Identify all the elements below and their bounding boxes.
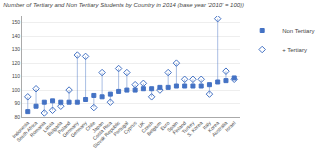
svg-text:120: 120 [12, 60, 21, 66]
svg-text:90: 90 [14, 100, 20, 106]
svg-text:Turkey: Turkey [180, 119, 195, 134]
svg-text:110: 110 [12, 73, 20, 79]
svg-text:Euro: Euro [159, 120, 171, 132]
svg-text:130: 130 [12, 46, 21, 52]
svg-text:Australia: Australia [210, 120, 228, 138]
svg-text:Bulgaria: Bulgaria [46, 120, 63, 137]
svg-text:Portugal: Portugal [112, 120, 129, 137]
svg-text:Spain: Spain [166, 120, 179, 133]
svg-text:Italy: Italy [201, 119, 212, 130]
svg-text:S. Korea: S. Korea [186, 120, 204, 138]
svg-text:Poland: Poland [56, 120, 71, 135]
svg-text:Romania: Romania [28, 120, 47, 139]
svg-text:Number of Tertiary and Non Ter: Number of Tertiary and Non Tertiary Stud… [3, 2, 244, 8]
svg-text:Slovak Republic: Slovak Republic [91, 119, 121, 149]
svg-text:140: 140 [12, 33, 21, 39]
svg-text:Japan: Japan [91, 120, 105, 134]
svg-text:Chile: Chile [84, 120, 96, 132]
svg-text:UK: UK [137, 119, 147, 129]
svg-text:Finland: Finland [171, 120, 187, 136]
svg-text:150: 150 [12, 19, 21, 25]
svg-text:Latvia: Latvia [41, 120, 55, 134]
svg-text:Germany: Germany [69, 119, 88, 138]
svg-text:Indonesia: Indonesia [11, 120, 31, 140]
svg-text:+ Tertiary: + Tertiary [282, 47, 307, 53]
svg-text:Non Tertiary: Non Tertiary [282, 28, 314, 34]
svg-text:Costa Rica: Costa Rica [91, 120, 113, 142]
svg-text:80: 80 [14, 114, 20, 120]
svg-text:South Africa: South Africa [15, 120, 38, 143]
svg-text:Cyprus: Cyprus [122, 119, 138, 135]
svg-text:Czech: Czech [140, 120, 154, 134]
svg-text:100: 100 [12, 87, 21, 93]
svg-text:Belgium: Belgium [145, 120, 162, 137]
svg-text:Germany: Germany [61, 119, 80, 138]
svg-text:Korea: Korea [206, 120, 220, 134]
svg-text:Israel: Israel [224, 120, 237, 133]
